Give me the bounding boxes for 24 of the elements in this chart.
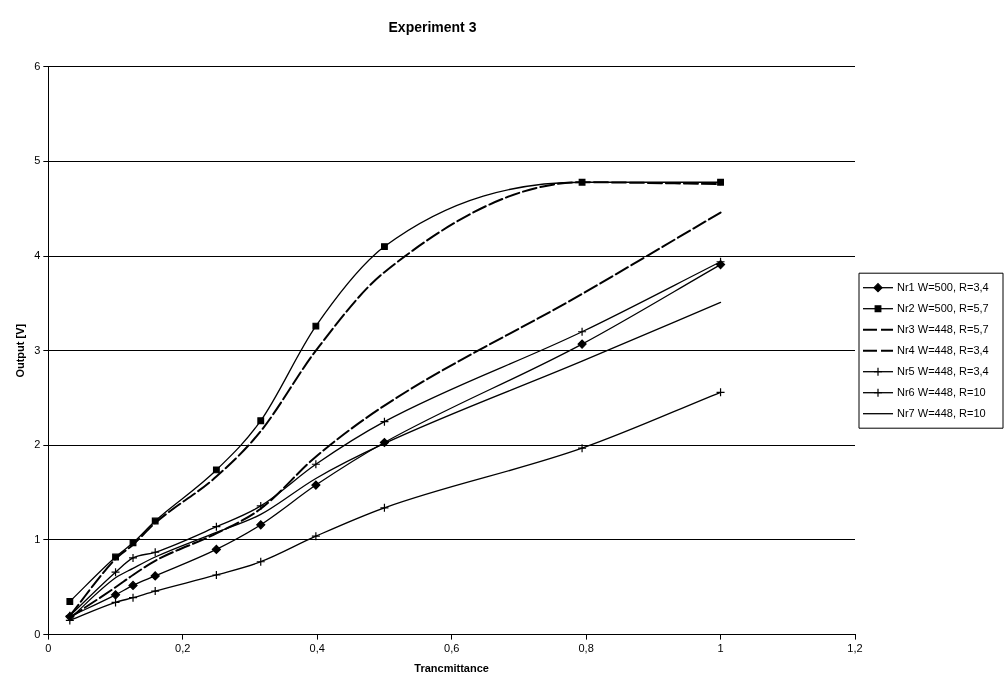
x-tick-label: 0,6 [444, 642, 460, 655]
legend-label: Nr2 W=500, R=5,7 [897, 301, 989, 314]
y-tick-label: 0 [34, 627, 41, 640]
legend-label: Nr4 W=448, R=3,4 [897, 343, 989, 356]
x-tick-label: 1 [717, 642, 724, 655]
x-tick-label: 1,2 [847, 642, 863, 655]
y-tick-label: 5 [34, 154, 41, 167]
legend-label: Nr7 W=448, R=10 [897, 406, 986, 419]
x-tick-label: 0,2 [175, 642, 191, 655]
y-axis-title: Output [V] [13, 323, 26, 378]
chart-title: Experiment 3 [388, 19, 477, 36]
legend-label: Nr5 W=448, R=3,4 [897, 364, 989, 377]
x-tick-label: 0,4 [309, 642, 325, 655]
x-axis-title: Trancmittance [414, 662, 489, 675]
y-tick-label: 3 [34, 343, 41, 356]
y-tick-label: 1 [34, 533, 41, 545]
x-tick-label: 0 [45, 642, 52, 655]
y-tick-label: 2 [34, 438, 41, 451]
y-tick-label: 4 [34, 249, 41, 262]
legend-label: Nr6 W=448, R=10 [897, 385, 986, 398]
x-tick-label: 0,8 [578, 642, 594, 655]
y-tick-label: 6 [34, 59, 41, 72]
legend-label: Nr1 W=500, R=3,4 [897, 280, 989, 293]
legend-label: Nr3 W=448, R=5,7 [897, 322, 989, 335]
